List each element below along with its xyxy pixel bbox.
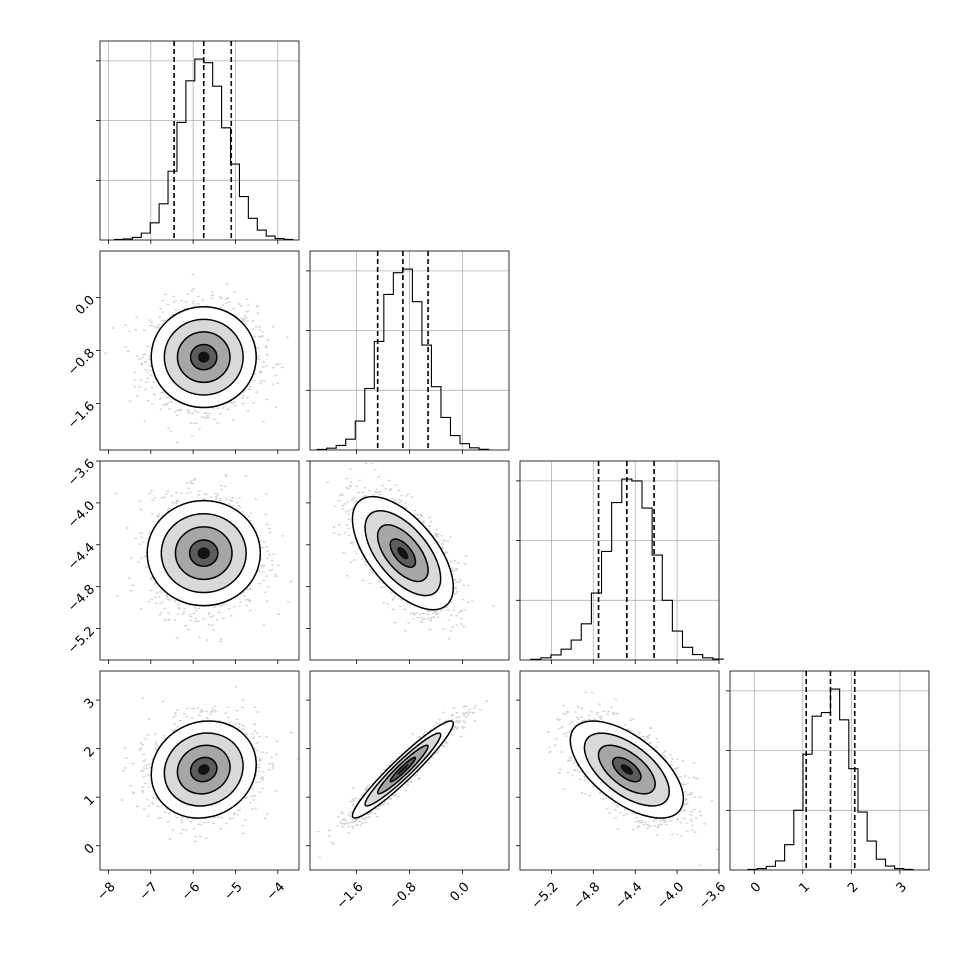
y-tick-label: 0.0 — [73, 293, 98, 318]
y-tick-label: −1.6 — [65, 399, 98, 432]
density-peak — [197, 764, 210, 775]
x-tick-label: −1.6 — [334, 880, 367, 913]
histogram-panel-2 — [516, 460, 724, 664]
density-peak — [197, 351, 210, 363]
panel-frame — [519, 460, 720, 661]
x-tick-label: 0 — [748, 880, 764, 896]
density-peak — [397, 764, 409, 775]
y-tick-label: −5.2 — [65, 624, 98, 657]
x-tick-label: 2 — [845, 880, 861, 896]
x-tick-label: −4 — [264, 880, 288, 904]
joint-panel-3-0: −8 −7 −6 −5 −4 0 1 2 3 — [82, 670, 300, 904]
x-tick-label: −0.8 — [387, 880, 420, 913]
joint-panel-1-0: −1.6 −0.8 0.0 — [65, 250, 300, 454]
x-tick-label: 3 — [894, 880, 910, 896]
y-tick-label: 0 — [82, 841, 98, 857]
y-tick-label: −3.6 — [65, 456, 98, 489]
joint-panel-3-2: −5.2 −4.8 −4.4 −4.0 −3.6 — [516, 670, 729, 913]
x-tick-label: −5.2 — [529, 880, 562, 913]
histogram-panel-0 — [96, 40, 300, 244]
joint-panel-2-1 — [306, 460, 510, 664]
x-tick-label: −4.4 — [612, 880, 645, 913]
joint-panel-content — [326, 462, 495, 640]
x-tick-label: −8 — [94, 880, 118, 904]
density-peak — [197, 547, 210, 559]
joint-panel-content — [316, 700, 489, 859]
x-tick-label: 1 — [797, 880, 813, 896]
panel-frame — [99, 40, 300, 241]
y-tick-label: 1 — [82, 793, 98, 809]
x-tick-label: −3.6 — [696, 880, 729, 913]
histogram-panel-1 — [306, 250, 510, 454]
joint-panel-2-0: −5.2 −4.8 −4.4 −4.0 −3.6 — [65, 456, 300, 664]
density-peak — [397, 546, 409, 560]
panel-frame — [519, 670, 720, 871]
x-tick-label: 0.0 — [448, 880, 473, 905]
joint-panel-content — [547, 691, 719, 867]
y-tick-label: −0.8 — [65, 346, 98, 379]
y-tick-label: −4.8 — [65, 582, 98, 615]
density-peak — [620, 764, 634, 775]
joint-panel-3-1: −1.6 −0.8 0.0 — [306, 670, 510, 913]
x-tick-label: −6 — [179, 880, 203, 904]
x-tick-label: −4.0 — [654, 880, 687, 913]
histogram-panel-3: 0 1 2 3 — [726, 670, 930, 896]
x-tick-label: −7 — [137, 880, 161, 904]
joint-panel-content — [104, 273, 289, 444]
y-tick-label: 3 — [82, 696, 98, 712]
panel-frame — [99, 460, 300, 661]
joint-panel-content — [121, 686, 299, 843]
y-tick-label: −4.4 — [65, 540, 98, 573]
y-tick-label: 2 — [82, 744, 98, 760]
x-tick-label: −5 — [222, 880, 246, 904]
joint-panel-content — [114, 474, 293, 643]
x-tick-label: −4.8 — [571, 880, 604, 913]
histogram-step — [747, 688, 914, 871]
panel-frame — [99, 670, 300, 871]
panel-frame — [729, 670, 930, 871]
y-tick-label: −4.0 — [65, 498, 98, 531]
